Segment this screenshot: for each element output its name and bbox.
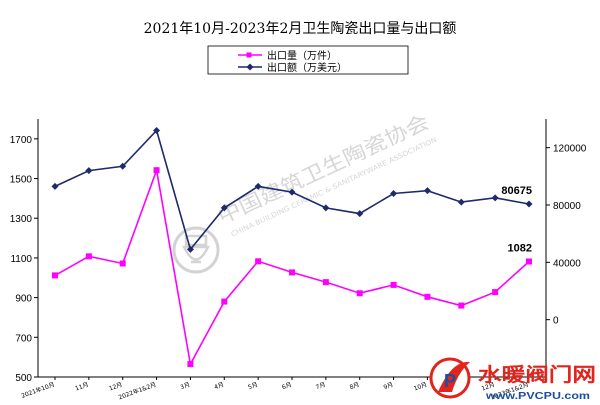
x-tick-label: 3月: [179, 381, 191, 391]
data-point: [52, 272, 58, 279]
data-point: [288, 188, 296, 196]
x-tick-label: 8月: [349, 381, 361, 391]
data-point: [526, 258, 532, 265]
svg-text:P: P: [444, 371, 456, 391]
data-point: [119, 260, 126, 267]
data-point: [322, 279, 329, 286]
data-point: [356, 290, 363, 297]
data-point: [85, 167, 93, 175]
logo-icon: P: [429, 357, 471, 399]
right-axis: 0 40000 80000 120000: [545, 119, 587, 377]
data-point: [390, 281, 397, 288]
legend-label-volume: 出口量（万件）: [267, 49, 337, 62]
x-tick-label: 4月: [213, 381, 225, 391]
x-tick-label: 2022年1&2月: [117, 380, 157, 401]
data-label: 1082: [508, 242, 532, 254]
watermark-emblem: [172, 226, 220, 274]
data-point: [220, 204, 228, 212]
data-point: [390, 190, 398, 198]
data-point: [255, 258, 262, 265]
data-point: [221, 298, 228, 305]
data-point: [153, 126, 161, 134]
series-line: [54, 167, 530, 367]
left-tick-label: 900: [15, 294, 32, 305]
x-tick-label: 7月: [315, 381, 327, 391]
data-point: [186, 245, 194, 253]
x-tick-label: 12月: [481, 381, 496, 392]
right-tick-label: 120000: [553, 144, 587, 155]
data-point: [289, 269, 295, 276]
left-tick-label: 1100: [10, 254, 32, 265]
data-point: [51, 182, 59, 190]
left-tick-label: 1700: [10, 135, 33, 146]
right-tick-label: 0: [553, 316, 559, 327]
left-tick-label: 1300: [10, 214, 33, 225]
chart-title: 2021年10月-2023年2月卫生陶瓷出口量与出口额: [144, 21, 457, 37]
x-tick-label: 12月: [108, 381, 123, 392]
data-point: [423, 187, 431, 195]
data-point: [85, 253, 92, 260]
data-point: [254, 182, 262, 190]
data-point: [457, 198, 465, 206]
data-point: [458, 302, 465, 309]
legend-box: [207, 45, 409, 75]
data-point: [119, 162, 127, 170]
data-point: [525, 200, 533, 208]
series-volume: 1082: [52, 167, 532, 368]
data-point: [153, 167, 160, 174]
data-point: [322, 204, 330, 212]
logo-name: 水暖阀门网: [478, 363, 596, 386]
data-label: 80675: [501, 185, 532, 197]
series-value: 80675: [51, 126, 533, 253]
x-tick-label: 5月: [247, 381, 259, 391]
site-logo: P 水暖阀门网 www.PVCPU.com: [429, 357, 596, 402]
legend-marker-value: [246, 63, 254, 71]
left-tick-label: 1500: [10, 175, 33, 186]
watermark-text-cn: 中国建筑卫生陶瓷协会: [214, 110, 433, 229]
data-point: [356, 210, 364, 218]
legend-label-value: 出口额（万美元）: [267, 61, 347, 74]
data-point: [492, 289, 499, 296]
watermark: 中国建筑卫生陶瓷协会 CHINA BUILDING CERAMIC & SANI…: [172, 110, 438, 274]
logo-url: www.PVCPU.com: [485, 391, 590, 402]
left-tick-label: 500: [15, 373, 32, 384]
legend-marker-volume: [246, 52, 252, 58]
right-tick-label: 40000: [553, 258, 581, 269]
x-tick-label: 6月: [281, 381, 293, 391]
data-point: [491, 194, 499, 202]
left-tick-label: 700: [15, 333, 32, 344]
data-point: [187, 361, 194, 368]
x-tick-label: 11月: [74, 381, 89, 392]
legend: 出口量（万件） 出口额（万美元）: [207, 45, 409, 75]
x-tick-label: 10月: [413, 381, 428, 392]
data-point: [424, 293, 431, 300]
x-tick-label: 9月: [383, 381, 395, 391]
left-axis: 500 700 900 1100 1300 1500 1700: [10, 119, 39, 384]
right-tick-label: 80000: [553, 201, 581, 212]
